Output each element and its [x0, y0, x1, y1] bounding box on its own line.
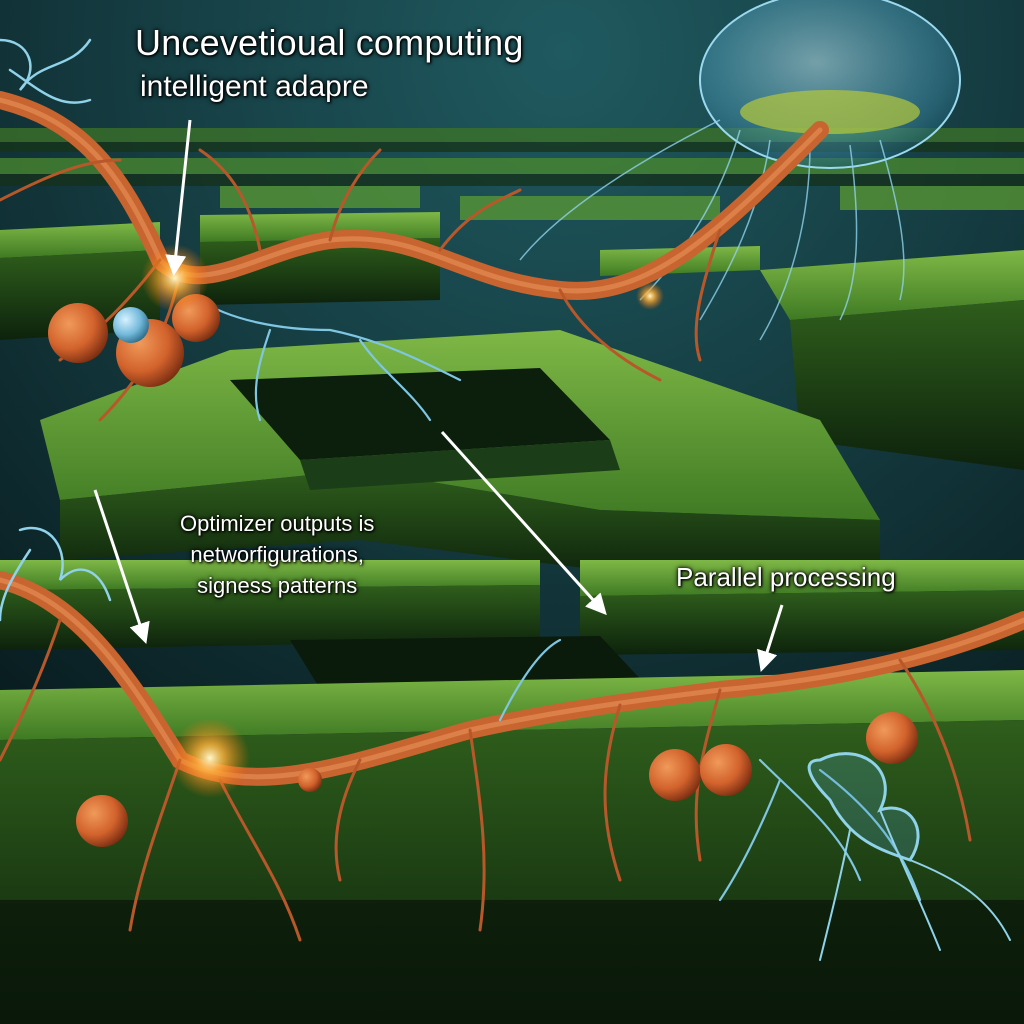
optimizer-line-1: Optimizer outputs is [180, 511, 375, 536]
title-label: Uncevetioual computing [135, 22, 524, 63]
arrow-to-lower-left [93, 489, 150, 644]
arrow-to-parallel-strand [757, 604, 784, 673]
optimizer-annotation: Optimizer outputs is networfigurations, … [180, 508, 374, 601]
blue-neuron-clusters [0, 38, 1011, 961]
lower-maze-walls [0, 560, 1024, 1024]
cell-orbs [48, 294, 918, 847]
parallel-processing-label: Parallel processing [676, 562, 896, 592]
arrow-to-maze-center [440, 430, 607, 616]
upper-neuron-strands [0, 91, 829, 422]
arrow-to-upper-spark [165, 119, 192, 277]
central-hedge-block [40, 330, 880, 580]
annotation-arrows [93, 119, 784, 673]
lower-neuron-strands [0, 571, 1024, 942]
subtitle-label: intelligent adapre [140, 70, 369, 103]
jellyfish-cell [519, 0, 961, 341]
optimizer-line-3: signess patterns [197, 573, 358, 598]
spark-glows [141, 244, 664, 798]
optimizer-line-2: networfigurations, [190, 542, 365, 567]
